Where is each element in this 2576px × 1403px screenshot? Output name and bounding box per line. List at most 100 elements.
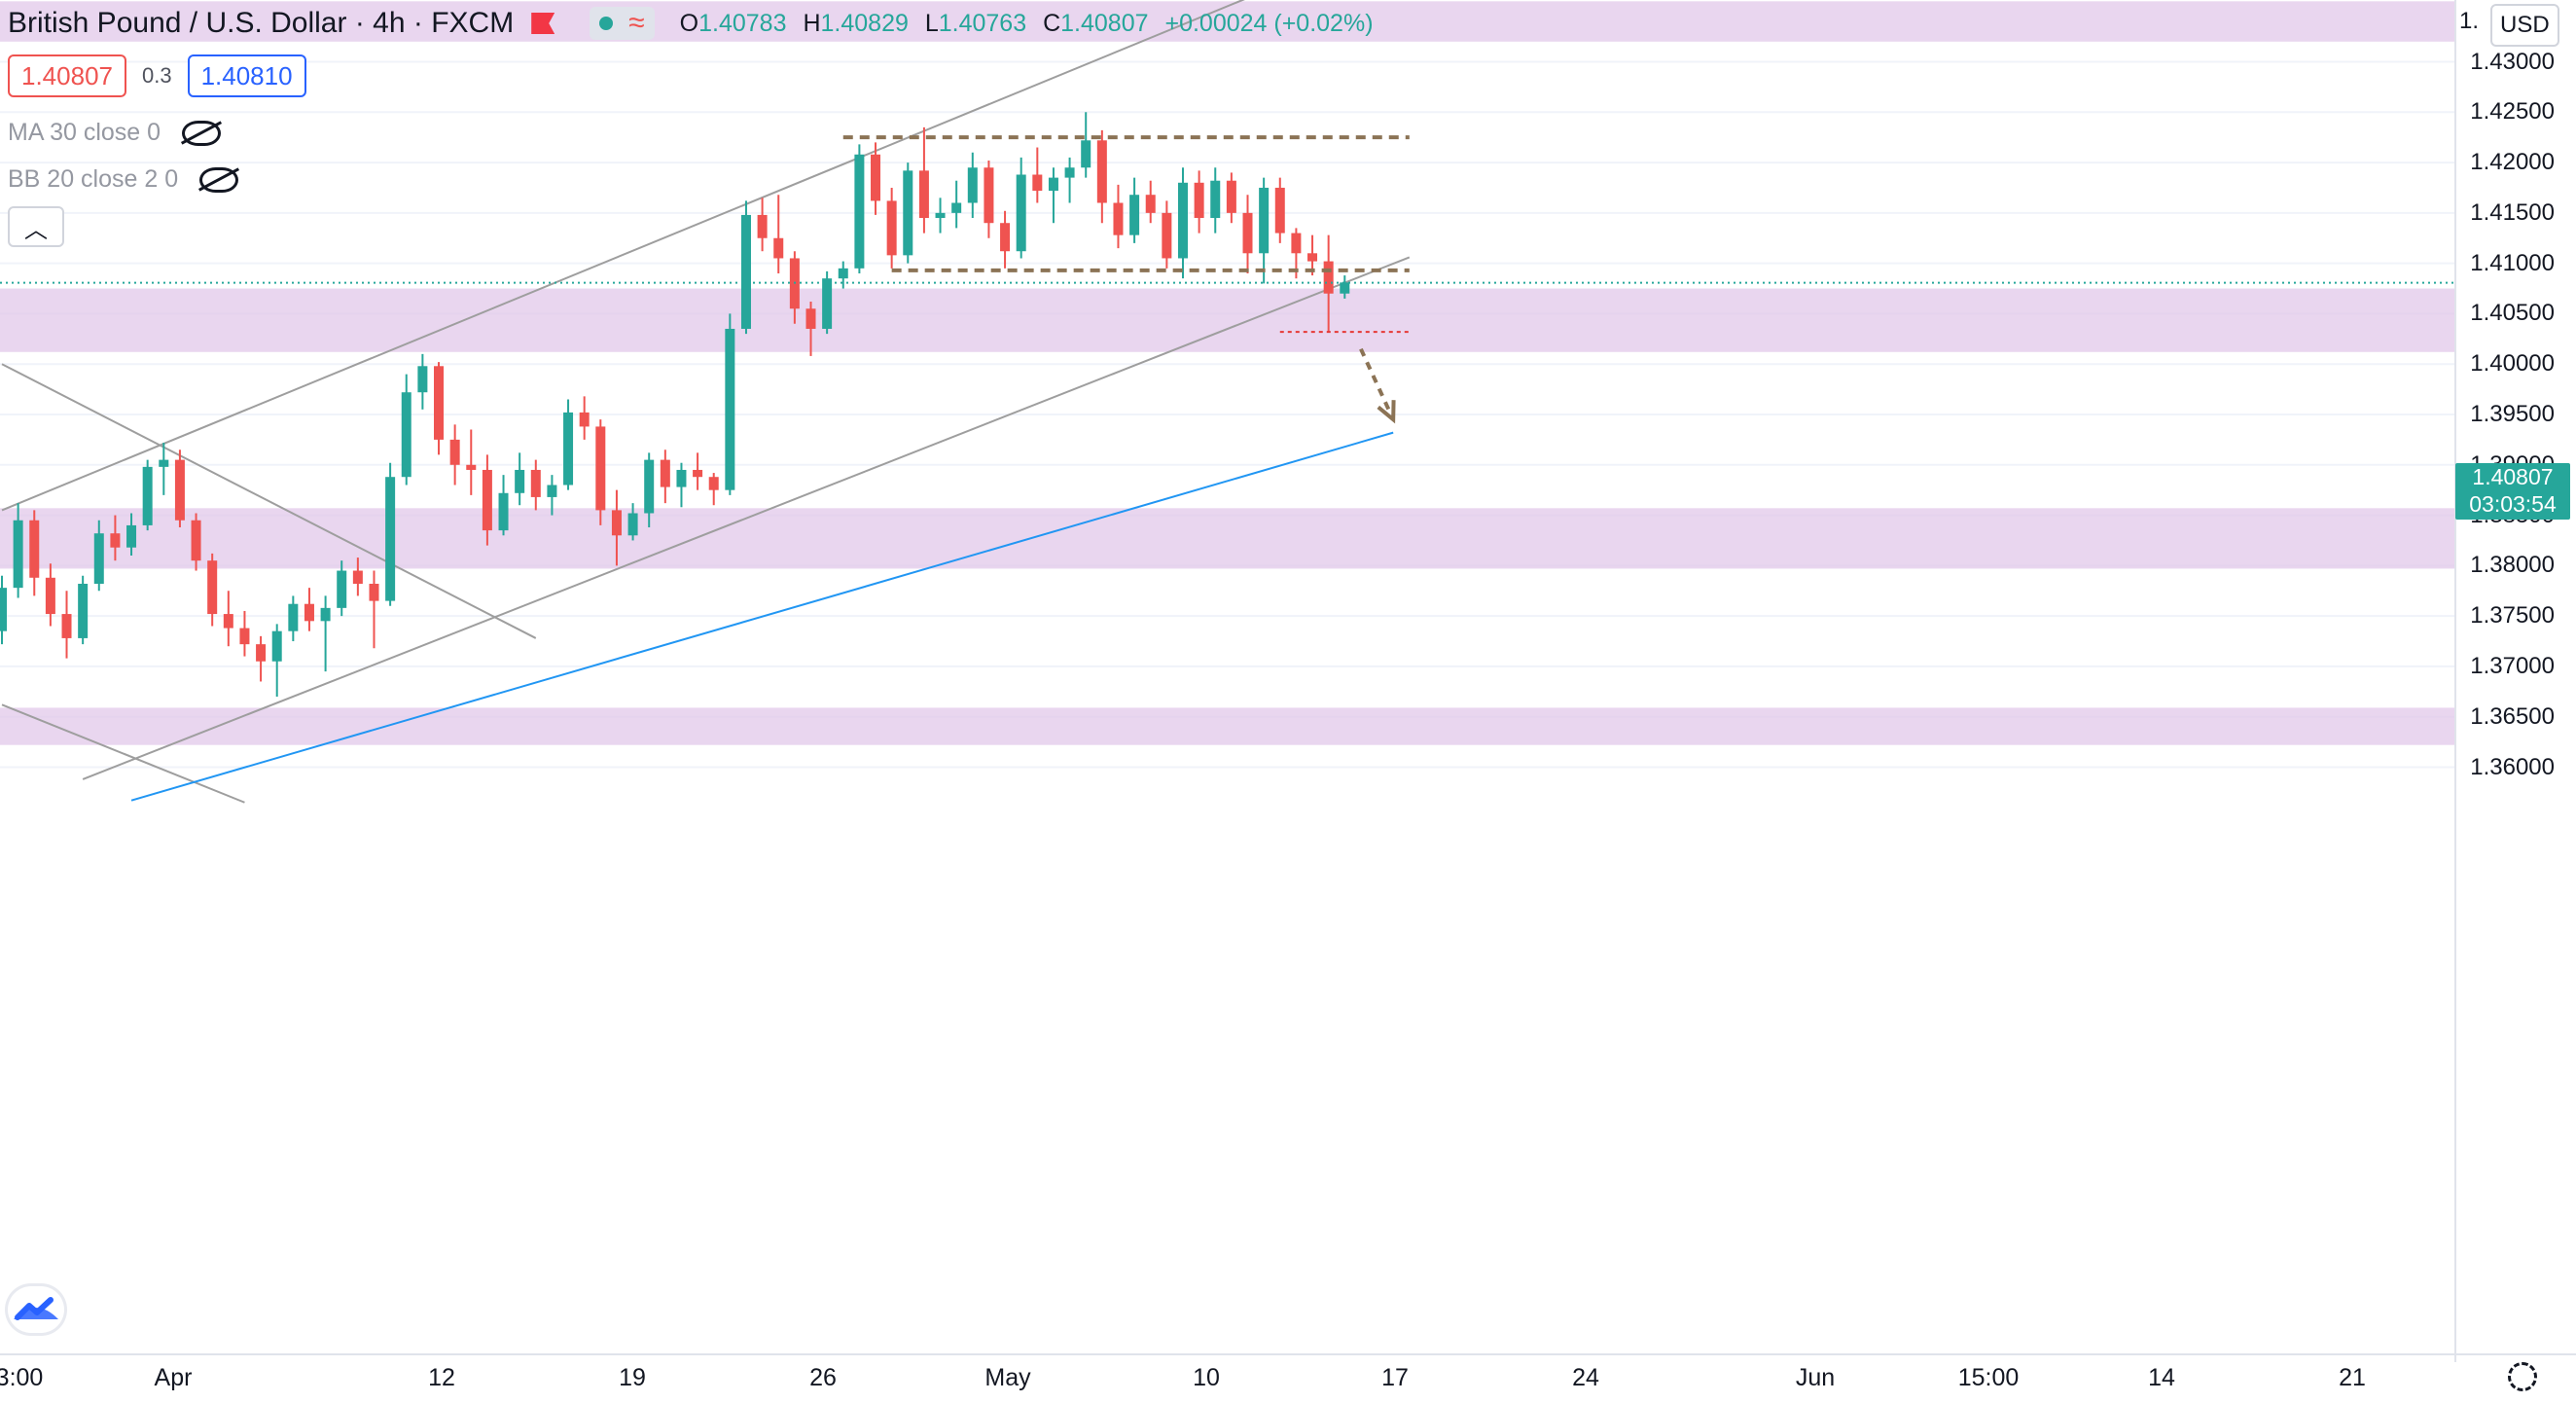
candle <box>482 454 492 546</box>
buy-button[interactable]: 1.40810 <box>187 54 306 97</box>
candle <box>725 313 735 495</box>
candle-body <box>935 212 946 219</box>
gear-icon[interactable] <box>2508 1362 2537 1391</box>
sell-button[interactable]: 1.40807 <box>8 54 126 97</box>
candle <box>1016 157 1026 259</box>
eye-hidden-icon[interactable] <box>182 120 222 146</box>
time-tick-label: 3:00 <box>0 1364 44 1391</box>
time-tick-label: 21 <box>2339 1364 2366 1391</box>
candle <box>693 452 703 490</box>
time-tick-label: May <box>984 1364 1031 1391</box>
candle-body <box>1129 195 1140 235</box>
candle <box>530 459 541 511</box>
candle-body <box>1210 180 1221 219</box>
wave-icon: ≈ <box>628 7 645 39</box>
candle-body <box>563 412 574 486</box>
time-tick-label: 14 <box>2148 1364 2175 1391</box>
candle-body <box>773 237 784 259</box>
candle <box>337 560 347 617</box>
projection-arrow-head <box>1377 400 1396 424</box>
collapse-legend-button[interactable]: ︿ <box>8 206 64 247</box>
candle-body <box>417 366 428 393</box>
time-tick-label: Apr <box>154 1364 193 1391</box>
candle <box>773 195 784 273</box>
indicator-ma-label: MA 30 close 0 <box>8 119 161 146</box>
high-value: 1.40829 <box>820 9 909 37</box>
candle-body <box>1194 182 1204 219</box>
candle <box>644 452 655 527</box>
candle <box>967 152 978 219</box>
tradingview-logo[interactable] <box>8 1286 64 1333</box>
candle <box>1096 129 1107 224</box>
candle-body <box>1259 187 1270 254</box>
candle-body <box>595 426 606 511</box>
currency-button[interactable]: USD <box>2490 4 2559 47</box>
supply-demand-zones <box>0 1 2455 745</box>
candle <box>984 161 994 238</box>
candle <box>385 462 396 606</box>
candle <box>239 610 250 657</box>
candle <box>1226 172 1236 224</box>
candle-body <box>401 392 411 478</box>
candle <box>871 142 881 215</box>
candle <box>708 473 719 506</box>
candle <box>1000 210 1011 269</box>
price-tick-label: 1.42000 <box>2470 149 2555 176</box>
candle-body <box>725 328 735 490</box>
candle-body <box>805 308 816 329</box>
candle-body <box>1291 233 1302 254</box>
candle-body <box>0 588 7 631</box>
candle <box>29 510 40 596</box>
candle <box>563 399 574 490</box>
candle <box>0 575 7 645</box>
candle-body <box>1162 212 1172 259</box>
time-tick-label: 24 <box>1572 1364 1599 1391</box>
price-tick-label: 1.38000 <box>2470 552 2555 579</box>
candle-body <box>515 469 525 493</box>
eye-hidden-icon[interactable] <box>199 166 239 193</box>
market-status[interactable]: ≈ <box>590 7 655 40</box>
candle <box>740 200 751 335</box>
candle-body <box>142 466 153 525</box>
candle <box>854 144 865 273</box>
candle <box>1259 177 1270 284</box>
interval-label: 4h <box>373 7 406 39</box>
symbol-legend: British Pound / U.S. Dollar · 4h · FXCM … <box>8 6 1383 41</box>
logo-icon <box>14 1297 58 1320</box>
candle <box>838 261 848 289</box>
candle-body <box>530 469 541 497</box>
ohlc-values: O1.40783 H1.40829 L1.40763 C1.40807 +0.0… <box>679 9 1374 37</box>
candle-body <box>239 628 250 645</box>
candle-body <box>611 510 622 536</box>
candle-body <box>627 513 638 536</box>
candle <box>13 503 23 598</box>
candle-body <box>1226 180 1236 213</box>
symbol-title[interactable]: British Pound / U.S. Dollar · 4h · FXCM <box>8 7 515 39</box>
candle-body <box>693 469 703 478</box>
candle <box>126 513 137 556</box>
flag-icon[interactable] <box>531 13 555 34</box>
candle-body <box>78 584 89 638</box>
indicator-ma[interactable]: MA 30 close 0 <box>8 119 222 147</box>
candle <box>223 591 233 647</box>
candle <box>1081 112 1091 178</box>
time-tick-label: Jun <box>1795 1364 1836 1391</box>
candle-body <box>1048 177 1058 192</box>
lower-channel-line <box>82 256 1411 780</box>
market-open-dot-icon <box>599 17 614 30</box>
candle-body <box>449 439 460 465</box>
falling-line-a-line <box>1 363 537 639</box>
price-tick-label: 1.36000 <box>2470 753 2555 780</box>
candle <box>903 162 913 264</box>
candle-body <box>223 614 233 629</box>
candle-body <box>903 170 913 256</box>
candle <box>434 362 445 455</box>
candle <box>676 462 687 508</box>
candle-body <box>304 603 314 622</box>
indicator-bb[interactable]: BB 20 close 2 0 <box>8 165 239 194</box>
candle-body <box>13 520 23 589</box>
candle <box>918 126 929 234</box>
chevron-up-icon: ︿ <box>24 216 48 243</box>
trend-lines <box>1 0 1411 804</box>
